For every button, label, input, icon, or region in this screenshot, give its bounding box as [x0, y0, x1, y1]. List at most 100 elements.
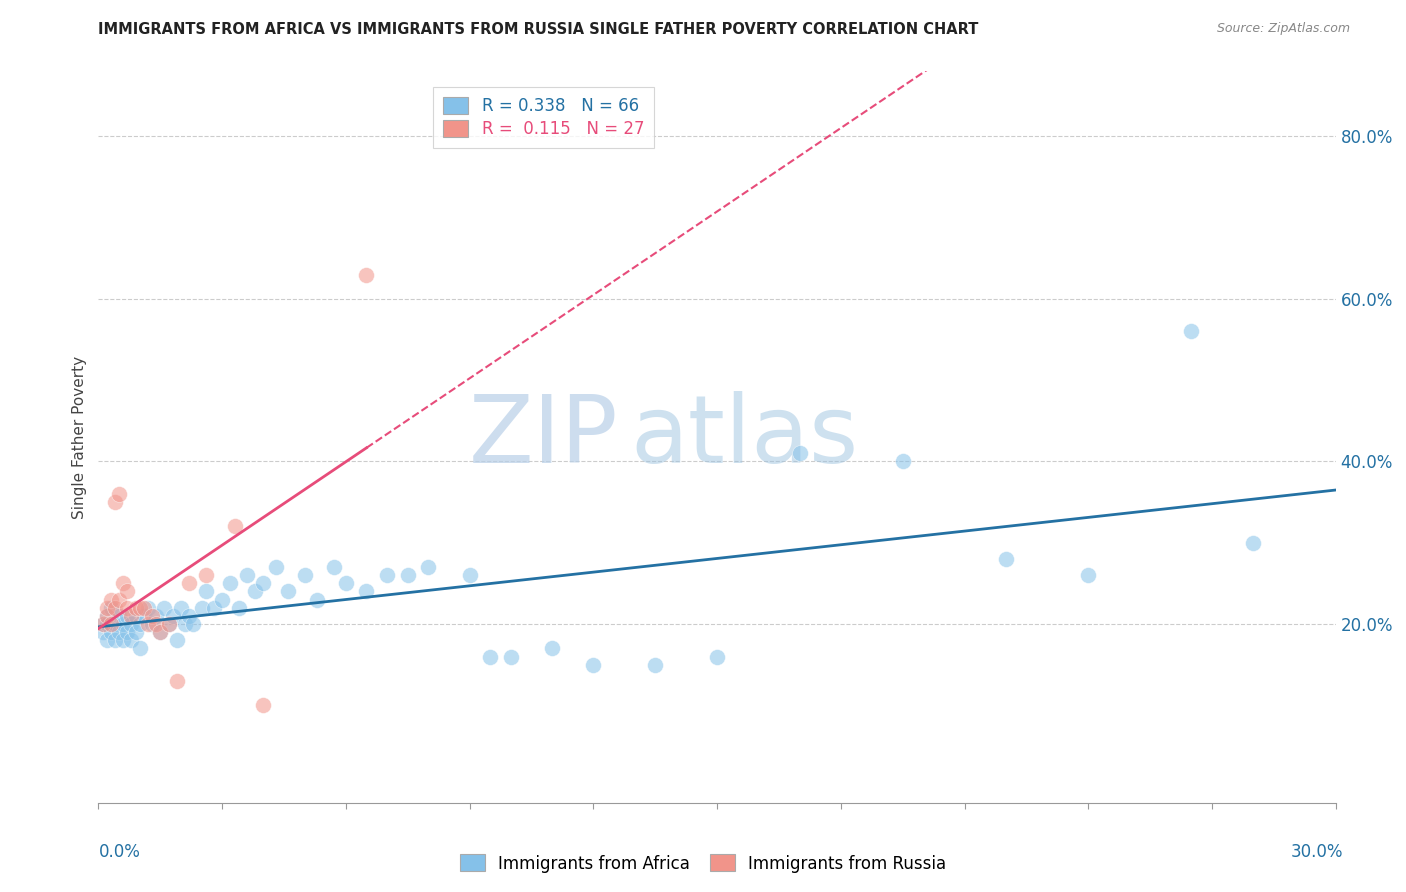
Point [305, 592, 328, 607]
Point [117, 625, 139, 640]
Point [236, 568, 259, 582]
Point [141, 617, 163, 632]
Point [375, 568, 398, 582]
Point [162, 608, 184, 623]
Point [132, 608, 155, 623]
Point [120, 608, 142, 623]
Point [335, 576, 357, 591]
Y-axis label: Single Father Poverty: Single Father Poverty [72, 356, 87, 518]
Point [194, 584, 217, 599]
Point [91, 617, 114, 632]
Point [356, 268, 378, 282]
Point [149, 625, 172, 640]
Point [202, 600, 225, 615]
Point [100, 592, 122, 607]
Point [322, 560, 344, 574]
Point [582, 657, 605, 672]
Point [136, 617, 159, 632]
Point [117, 600, 139, 615]
Point [789, 446, 811, 460]
Point [104, 495, 127, 509]
Legend: Immigrants from Africa, Immigrants from Russia: Immigrants from Africa, Immigrants from … [453, 847, 953, 880]
Point [179, 576, 201, 591]
Point [112, 576, 135, 591]
Text: ZIP: ZIP [468, 391, 619, 483]
Point [252, 698, 274, 713]
Text: atlas: atlas [630, 391, 859, 483]
Text: IMMIGRANTS FROM AFRICA VS IMMIGRANTS FROM RUSSIA SINGLE FATHER POVERTY CORRELATI: IMMIGRANTS FROM AFRICA VS IMMIGRANTS FRO… [98, 22, 979, 37]
Point [108, 487, 131, 501]
Point [104, 617, 127, 632]
Point [100, 617, 122, 632]
Point [294, 568, 316, 582]
Point [157, 617, 180, 632]
Point [112, 617, 135, 632]
Point [117, 608, 139, 623]
Point [141, 608, 163, 623]
Point [96, 608, 118, 623]
Point [157, 617, 180, 632]
Point [145, 608, 167, 623]
Point [96, 617, 118, 632]
Point [120, 617, 142, 632]
Point [104, 600, 127, 615]
Point [117, 584, 139, 599]
Point [194, 568, 217, 582]
Point [1180, 325, 1202, 339]
Point [145, 617, 167, 632]
Point [108, 625, 131, 640]
Point [96, 633, 118, 648]
Point [128, 617, 150, 632]
Point [166, 633, 188, 648]
Point [166, 673, 188, 688]
Point [136, 600, 159, 615]
Text: 0.0%: 0.0% [98, 843, 141, 861]
Point [190, 600, 212, 615]
Point [228, 600, 250, 615]
Point [994, 552, 1017, 566]
Point [170, 600, 193, 615]
Point [356, 584, 378, 599]
Point [479, 649, 502, 664]
Point [264, 560, 287, 574]
Point [1077, 568, 1099, 582]
Point [219, 576, 242, 591]
Point [1241, 535, 1264, 549]
Point [396, 568, 419, 582]
Point [91, 625, 114, 640]
Point [128, 600, 150, 615]
Point [124, 600, 146, 615]
Point [128, 641, 150, 656]
Point [644, 657, 666, 672]
Point [252, 576, 274, 591]
Point [277, 584, 299, 599]
Point [124, 608, 146, 623]
Point [181, 617, 204, 632]
Point [96, 600, 118, 615]
Point [458, 568, 481, 582]
Point [124, 625, 146, 640]
Point [224, 519, 246, 533]
Point [108, 608, 131, 623]
Point [132, 600, 155, 615]
Point [211, 592, 233, 607]
Point [108, 592, 131, 607]
Point [120, 633, 142, 648]
Point [104, 633, 127, 648]
Point [179, 608, 201, 623]
Point [112, 633, 135, 648]
Point [174, 617, 197, 632]
Legend: R = 0.338   N = 66, R =  0.115   N = 27: R = 0.338 N = 66, R = 0.115 N = 27 [433, 87, 654, 148]
Point [96, 608, 118, 623]
Point [891, 454, 914, 468]
Point [243, 584, 266, 599]
Text: Source: ZipAtlas.com: Source: ZipAtlas.com [1216, 22, 1350, 36]
Point [100, 625, 122, 640]
Point [149, 625, 172, 640]
Point [100, 600, 122, 615]
Text: 30.0%: 30.0% [1291, 843, 1343, 861]
Point [499, 649, 522, 664]
Point [91, 617, 114, 632]
Point [541, 641, 564, 656]
Point [153, 600, 176, 615]
